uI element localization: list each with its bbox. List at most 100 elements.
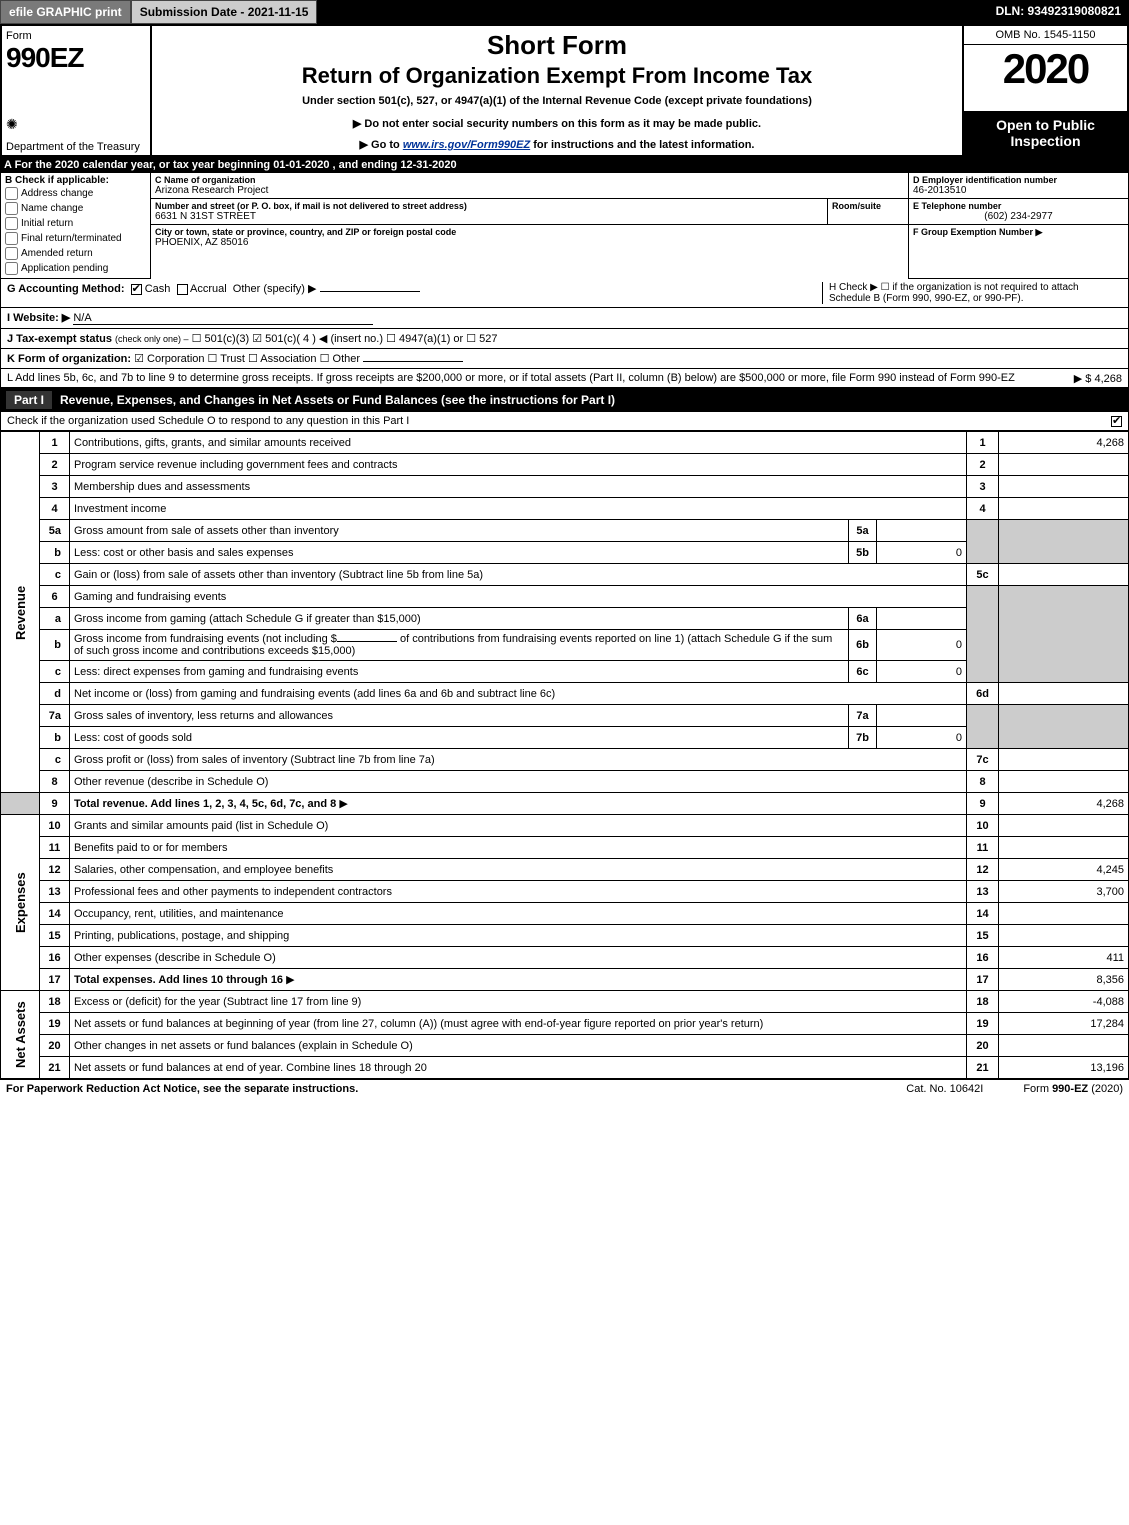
tax-exempt-options: ☐ 501(c)(3) ☑ 501(c)( 4 ) ◀ (insert no.)… bbox=[192, 333, 498, 345]
line-21-desc: Net assets or fund balances at end of ye… bbox=[74, 1062, 427, 1074]
line-11-desc: Benefits paid to or for members bbox=[74, 842, 227, 854]
side-expenses: Expenses bbox=[1, 815, 40, 991]
street-label: Number and street (or P. O. box, if mail… bbox=[155, 201, 823, 211]
goto-line: ▶ Go to www.irs.gov/Form990EZ for instru… bbox=[160, 138, 954, 151]
line-7c-desc: Gross profit or (loss) from sales of inv… bbox=[74, 754, 435, 766]
footer-left: For Paperwork Reduction Act Notice, see … bbox=[6, 1083, 358, 1095]
section-gh: G Accounting Method: Cash Accrual Other … bbox=[0, 279, 1129, 308]
line-4-desc: Investment income bbox=[74, 503, 166, 515]
goto-pre: ▶ Go to bbox=[360, 139, 403, 151]
page-footer: For Paperwork Reduction Act Notice, see … bbox=[0, 1079, 1129, 1098]
city-value: PHOENIX, AZ 85016 bbox=[155, 237, 248, 248]
submission-date-button[interactable]: Submission Date - 2021-11-15 bbox=[131, 0, 318, 24]
line-3-desc: Membership dues and assessments bbox=[74, 481, 250, 493]
line-10-desc: Grants and similar amounts paid (list in… bbox=[74, 820, 328, 832]
street-value: 6631 N 31ST STREET bbox=[155, 211, 256, 222]
line-9-val: 4,268 bbox=[999, 793, 1129, 815]
chk-initial-return[interactable]: Initial return bbox=[5, 216, 146, 231]
line-1-desc: Contributions, gifts, grants, and simila… bbox=[74, 437, 351, 449]
part-i-check-line: Check if the organization used Schedule … bbox=[0, 412, 1129, 431]
website-label: I Website: ▶ bbox=[7, 312, 70, 324]
line-12-desc: Salaries, other compensation, and employ… bbox=[74, 864, 333, 876]
header-right: OMB No. 1545-1150 2020 Open to Public In… bbox=[962, 26, 1127, 155]
line-16-val: 411 bbox=[999, 947, 1129, 969]
section-k: K Form of organization: ☑ Corporation ☐ … bbox=[0, 349, 1129, 369]
other-method-input[interactable] bbox=[320, 291, 420, 292]
line-13-desc: Professional fees and other payments to … bbox=[74, 886, 392, 898]
line-19-val: 17,284 bbox=[999, 1013, 1129, 1035]
part-i-schedule-o-checkbox[interactable] bbox=[1111, 416, 1122, 427]
line-5a-desc: Gross amount from sale of assets other t… bbox=[74, 525, 339, 537]
irs-link[interactable]: www.irs.gov/Form990EZ bbox=[403, 139, 530, 151]
form-word: Form bbox=[6, 30, 146, 42]
part-i-check-text: Check if the organization used Schedule … bbox=[7, 415, 409, 427]
efile-print-button[interactable]: efile GRAPHIC print bbox=[0, 0, 131, 24]
section-h-text: H Check ▶ ☐ if the organization is not r… bbox=[822, 282, 1122, 304]
part-i-header: Part I Revenue, Expenses, and Changes in… bbox=[0, 388, 1129, 412]
footer-right: Form 990-EZ (2020) bbox=[1023, 1083, 1123, 1095]
line-21-val: 13,196 bbox=[999, 1057, 1129, 1079]
chk-amended-return[interactable]: Amended return bbox=[5, 246, 146, 261]
line-18-val: -4,088 bbox=[999, 991, 1129, 1013]
form-org-label: K Form of organization: bbox=[7, 353, 131, 365]
line-6d-desc: Net income or (loss) from gaming and fun… bbox=[74, 688, 555, 700]
side-netassets: Net Assets bbox=[1, 991, 40, 1079]
section-b: B Check if applicable: Address change Na… bbox=[1, 173, 151, 279]
period-bar: A For the 2020 calendar year, or tax yea… bbox=[0, 157, 1129, 173]
section-def: D Employer identification number 46-2013… bbox=[908, 173, 1128, 279]
dept-label: Department of the Treasury bbox=[6, 141, 146, 153]
section-i: I Website: ▶ N/A bbox=[0, 308, 1129, 329]
line-12-val: 4,245 bbox=[999, 859, 1129, 881]
line-8-desc: Other revenue (describe in Schedule O) bbox=[74, 776, 268, 788]
form-header: Form 990EZ ✺ Department of the Treasury … bbox=[0, 24, 1129, 157]
chk-final-return[interactable]: Final return/terminated bbox=[5, 231, 146, 246]
form-org-options: ☑ Corporation ☐ Trust ☐ Association ☐ Ot… bbox=[134, 353, 360, 365]
footer-mid: Cat. No. 10642I bbox=[906, 1083, 983, 1095]
chk-address-change[interactable]: Address change bbox=[5, 186, 146, 201]
line-7a-desc: Gross sales of inventory, less returns a… bbox=[74, 710, 333, 722]
tax-exempt-note: (check only one) ‒ bbox=[115, 334, 189, 344]
section-j: J Tax-exempt status (check only one) ‒ ☐… bbox=[0, 329, 1129, 349]
line-20-desc: Other changes in net assets or fund bala… bbox=[74, 1040, 413, 1052]
part-i-label: Part I bbox=[6, 391, 52, 409]
goto-post: for instructions and the latest informat… bbox=[530, 139, 754, 151]
line-6a-desc: Gross income from gaming (attach Schedul… bbox=[74, 613, 421, 625]
under-section-text: Under section 501(c), 527, or 4947(a)(1)… bbox=[160, 95, 954, 107]
line-13-val: 3,700 bbox=[999, 881, 1129, 903]
line-16-desc: Other expenses (describe in Schedule O) bbox=[74, 952, 276, 964]
city-label: City or town, state or province, country… bbox=[155, 227, 904, 237]
main-title: Return of Organization Exempt From Incom… bbox=[160, 63, 954, 89]
header-left: Form 990EZ ✺ Department of the Treasury bbox=[2, 26, 152, 155]
form-number: 990EZ bbox=[6, 42, 146, 74]
line-17-val: 8,356 bbox=[999, 969, 1129, 991]
line-9-desc: Total revenue. Add lines 1, 2, 3, 4, 5c,… bbox=[74, 798, 336, 810]
line-7b-desc: Less: cost of goods sold bbox=[74, 732, 192, 744]
line-1-val: 4,268 bbox=[999, 432, 1129, 454]
line-6b-contrib-input[interactable] bbox=[337, 641, 397, 642]
line-1-col: 1 bbox=[967, 432, 999, 454]
section-l-val: ▶ $ 4,268 bbox=[1074, 372, 1122, 385]
dln-label: DLN: 93492319080821 bbox=[988, 0, 1129, 24]
open-to-public: Open to Public Inspection bbox=[964, 111, 1127, 155]
line-19-desc: Net assets or fund balances at beginning… bbox=[74, 1018, 763, 1030]
part-i-table: Revenue 1 Contributions, gifts, grants, a… bbox=[0, 431, 1129, 1079]
chk-name-change[interactable]: Name change bbox=[5, 201, 146, 216]
line-2-desc: Program service revenue including govern… bbox=[74, 459, 397, 471]
phone-label: E Telephone number bbox=[913, 201, 1124, 211]
side-revenue: Revenue bbox=[1, 432, 40, 793]
chk-accrual[interactable] bbox=[177, 284, 188, 295]
section-b-heading: B Check if applicable: bbox=[5, 175, 109, 186]
short-form-title: Short Form bbox=[160, 30, 954, 61]
tax-year: 2020 bbox=[964, 45, 1127, 111]
room-label: Room/suite bbox=[832, 201, 904, 211]
phone-value: (602) 234-2977 bbox=[913, 211, 1124, 222]
other-org-input[interactable] bbox=[363, 361, 463, 362]
line-15-desc: Printing, publications, postage, and shi… bbox=[74, 930, 289, 942]
efile-topbar: efile GRAPHIC print Submission Date - 20… bbox=[0, 0, 1129, 24]
chk-application-pending[interactable]: Application pending bbox=[5, 261, 146, 276]
line-5c-desc: Gain or (loss) from sale of assets other… bbox=[74, 569, 483, 581]
accounting-method-label: G Accounting Method: bbox=[7, 283, 125, 295]
part-i-title: Revenue, Expenses, and Changes in Net As… bbox=[60, 393, 615, 407]
group-exemption-label: F Group Exemption Number ▶ bbox=[913, 227, 1124, 238]
chk-cash[interactable] bbox=[131, 284, 142, 295]
